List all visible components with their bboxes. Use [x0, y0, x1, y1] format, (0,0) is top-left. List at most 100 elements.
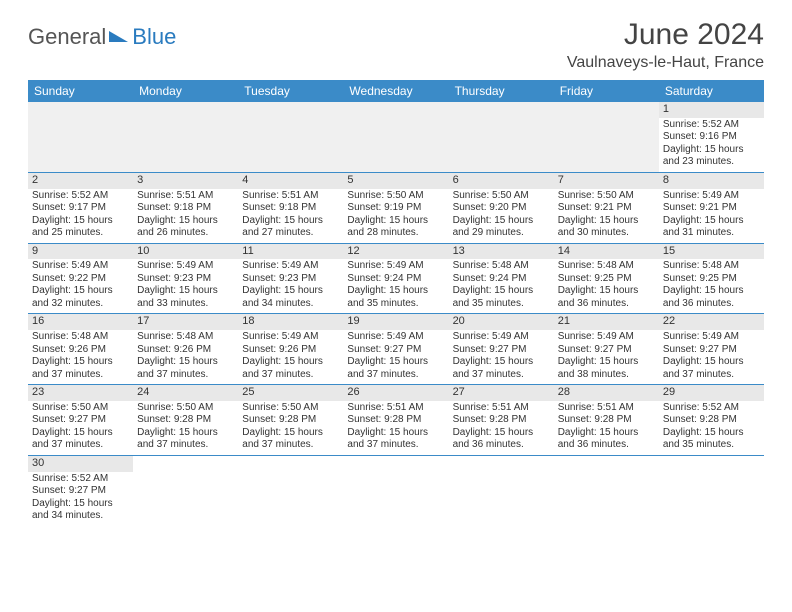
calendar-cell: 22Sunrise: 5:49 AMSunset: 9:27 PMDayligh…: [659, 314, 764, 385]
day-number: 23: [28, 385, 133, 401]
day-number: 2: [28, 173, 133, 189]
calendar-cell: 25Sunrise: 5:50 AMSunset: 9:28 PMDayligh…: [238, 385, 343, 456]
day-data: Sunrise: 5:51 AMSunset: 9:28 PMDaylight:…: [453, 402, 550, 452]
day-data: Sunrise: 5:52 AMSunset: 9:27 PMDaylight:…: [32, 473, 129, 523]
day-number: 9: [28, 244, 133, 260]
day-data: Sunrise: 5:52 AMSunset: 9:16 PMDaylight:…: [663, 119, 760, 169]
logo-text-b: Blue: [132, 24, 176, 50]
day-number: 27: [449, 385, 554, 401]
day-header: Monday: [133, 80, 238, 102]
calendar-row: 9Sunrise: 5:49 AMSunset: 9:22 PMDaylight…: [28, 243, 764, 314]
day-number: 17: [133, 314, 238, 330]
calendar-cell-empty: [238, 102, 343, 172]
day-data: Sunrise: 5:48 AMSunset: 9:26 PMDaylight:…: [32, 331, 129, 381]
day-number: 11: [238, 244, 343, 260]
day-number: 13: [449, 244, 554, 260]
day-data: Sunrise: 5:49 AMSunset: 9:27 PMDaylight:…: [663, 331, 760, 381]
calendar-table: SundayMondayTuesdayWednesdayThursdayFrid…: [28, 80, 764, 526]
calendar-cell: 10Sunrise: 5:49 AMSunset: 9:23 PMDayligh…: [133, 243, 238, 314]
day-data: Sunrise: 5:49 AMSunset: 9:26 PMDaylight:…: [242, 331, 339, 381]
day-header-row: SundayMondayTuesdayWednesdayThursdayFrid…: [28, 80, 764, 102]
day-number: 25: [238, 385, 343, 401]
calendar-cell: 23Sunrise: 5:50 AMSunset: 9:27 PMDayligh…: [28, 385, 133, 456]
location: Vaulnaveys-le-Haut, France: [567, 54, 764, 72]
day-header: Thursday: [449, 80, 554, 102]
day-number: 1: [659, 102, 764, 118]
day-number: 14: [554, 244, 659, 260]
calendar-cell-empty: [343, 455, 448, 525]
day-number: 16: [28, 314, 133, 330]
day-number: 8: [659, 173, 764, 189]
day-data: Sunrise: 5:52 AMSunset: 9:17 PMDaylight:…: [32, 190, 129, 240]
day-data: Sunrise: 5:51 AMSunset: 9:18 PMDaylight:…: [242, 190, 339, 240]
day-number: 3: [133, 173, 238, 189]
calendar-cell: 9Sunrise: 5:49 AMSunset: 9:22 PMDaylight…: [28, 243, 133, 314]
day-data: Sunrise: 5:49 AMSunset: 9:24 PMDaylight:…: [347, 260, 444, 310]
calendar-body: 1Sunrise: 5:52 AMSunset: 9:16 PMDaylight…: [28, 102, 764, 526]
calendar-cell: 7Sunrise: 5:50 AMSunset: 9:21 PMDaylight…: [554, 172, 659, 243]
day-number: 29: [659, 385, 764, 401]
calendar-cell: 30Sunrise: 5:52 AMSunset: 9:27 PMDayligh…: [28, 455, 133, 525]
calendar-cell-empty: [28, 102, 133, 172]
calendar-cell: 11Sunrise: 5:49 AMSunset: 9:23 PMDayligh…: [238, 243, 343, 314]
day-data: Sunrise: 5:49 AMSunset: 9:23 PMDaylight:…: [137, 260, 234, 310]
day-number: 21: [554, 314, 659, 330]
calendar-cell-empty: [659, 455, 764, 525]
header: General Blue June 2024 Vaulnaveys-le-Hau…: [28, 18, 764, 76]
day-data: Sunrise: 5:52 AMSunset: 9:28 PMDaylight:…: [663, 402, 760, 452]
day-number: 12: [343, 244, 448, 260]
calendar-cell-empty: [449, 455, 554, 525]
calendar-row: 23Sunrise: 5:50 AMSunset: 9:27 PMDayligh…: [28, 385, 764, 456]
calendar-cell-empty: [133, 102, 238, 172]
day-number: 26: [343, 385, 448, 401]
day-number: 22: [659, 314, 764, 330]
day-data: Sunrise: 5:51 AMSunset: 9:18 PMDaylight:…: [137, 190, 234, 240]
flag-icon: [108, 28, 130, 46]
day-number: 7: [554, 173, 659, 189]
day-number: 19: [343, 314, 448, 330]
day-header: Sunday: [28, 80, 133, 102]
calendar-row: 30Sunrise: 5:52 AMSunset: 9:27 PMDayligh…: [28, 455, 764, 525]
calendar-cell: 12Sunrise: 5:49 AMSunset: 9:24 PMDayligh…: [343, 243, 448, 314]
calendar-cell-empty: [554, 455, 659, 525]
calendar-cell: 17Sunrise: 5:48 AMSunset: 9:26 PMDayligh…: [133, 314, 238, 385]
calendar-row: 16Sunrise: 5:48 AMSunset: 9:26 PMDayligh…: [28, 314, 764, 385]
day-data: Sunrise: 5:50 AMSunset: 9:20 PMDaylight:…: [453, 190, 550, 240]
day-data: Sunrise: 5:49 AMSunset: 9:23 PMDaylight:…: [242, 260, 339, 310]
logo: General Blue: [28, 24, 176, 50]
calendar-cell-empty: [554, 102, 659, 172]
day-data: Sunrise: 5:50 AMSunset: 9:21 PMDaylight:…: [558, 190, 655, 240]
day-data: Sunrise: 5:49 AMSunset: 9:22 PMDaylight:…: [32, 260, 129, 310]
day-number: 28: [554, 385, 659, 401]
day-data: Sunrise: 5:49 AMSunset: 9:27 PMDaylight:…: [347, 331, 444, 381]
day-data: Sunrise: 5:49 AMSunset: 9:27 PMDaylight:…: [453, 331, 550, 381]
day-data: Sunrise: 5:48 AMSunset: 9:25 PMDaylight:…: [558, 260, 655, 310]
calendar-cell: 29Sunrise: 5:52 AMSunset: 9:28 PMDayligh…: [659, 385, 764, 456]
calendar-cell: 19Sunrise: 5:49 AMSunset: 9:27 PMDayligh…: [343, 314, 448, 385]
day-number: 6: [449, 173, 554, 189]
calendar-cell: 18Sunrise: 5:49 AMSunset: 9:26 PMDayligh…: [238, 314, 343, 385]
calendar-cell: 20Sunrise: 5:49 AMSunset: 9:27 PMDayligh…: [449, 314, 554, 385]
day-data: Sunrise: 5:48 AMSunset: 9:25 PMDaylight:…: [663, 260, 760, 310]
calendar-cell: 21Sunrise: 5:49 AMSunset: 9:27 PMDayligh…: [554, 314, 659, 385]
day-header: Wednesday: [343, 80, 448, 102]
day-number: 10: [133, 244, 238, 260]
calendar-cell: 4Sunrise: 5:51 AMSunset: 9:18 PMDaylight…: [238, 172, 343, 243]
calendar-cell: 15Sunrise: 5:48 AMSunset: 9:25 PMDayligh…: [659, 243, 764, 314]
calendar-cell: 1Sunrise: 5:52 AMSunset: 9:16 PMDaylight…: [659, 102, 764, 172]
day-header: Saturday: [659, 80, 764, 102]
day-data: Sunrise: 5:50 AMSunset: 9:28 PMDaylight:…: [242, 402, 339, 452]
day-number: 24: [133, 385, 238, 401]
calendar-cell: 6Sunrise: 5:50 AMSunset: 9:20 PMDaylight…: [449, 172, 554, 243]
logo-text-a: General: [28, 24, 106, 50]
day-data: Sunrise: 5:50 AMSunset: 9:27 PMDaylight:…: [32, 402, 129, 452]
day-data: Sunrise: 5:49 AMSunset: 9:27 PMDaylight:…: [558, 331, 655, 381]
day-number: 18: [238, 314, 343, 330]
day-number: 4: [238, 173, 343, 189]
calendar-cell: 14Sunrise: 5:48 AMSunset: 9:25 PMDayligh…: [554, 243, 659, 314]
calendar-cell: 5Sunrise: 5:50 AMSunset: 9:19 PMDaylight…: [343, 172, 448, 243]
title-block: June 2024 Vaulnaveys-le-Haut, France: [567, 18, 764, 76]
day-header: Tuesday: [238, 80, 343, 102]
day-data: Sunrise: 5:50 AMSunset: 9:28 PMDaylight:…: [137, 402, 234, 452]
calendar-cell: 13Sunrise: 5:48 AMSunset: 9:24 PMDayligh…: [449, 243, 554, 314]
